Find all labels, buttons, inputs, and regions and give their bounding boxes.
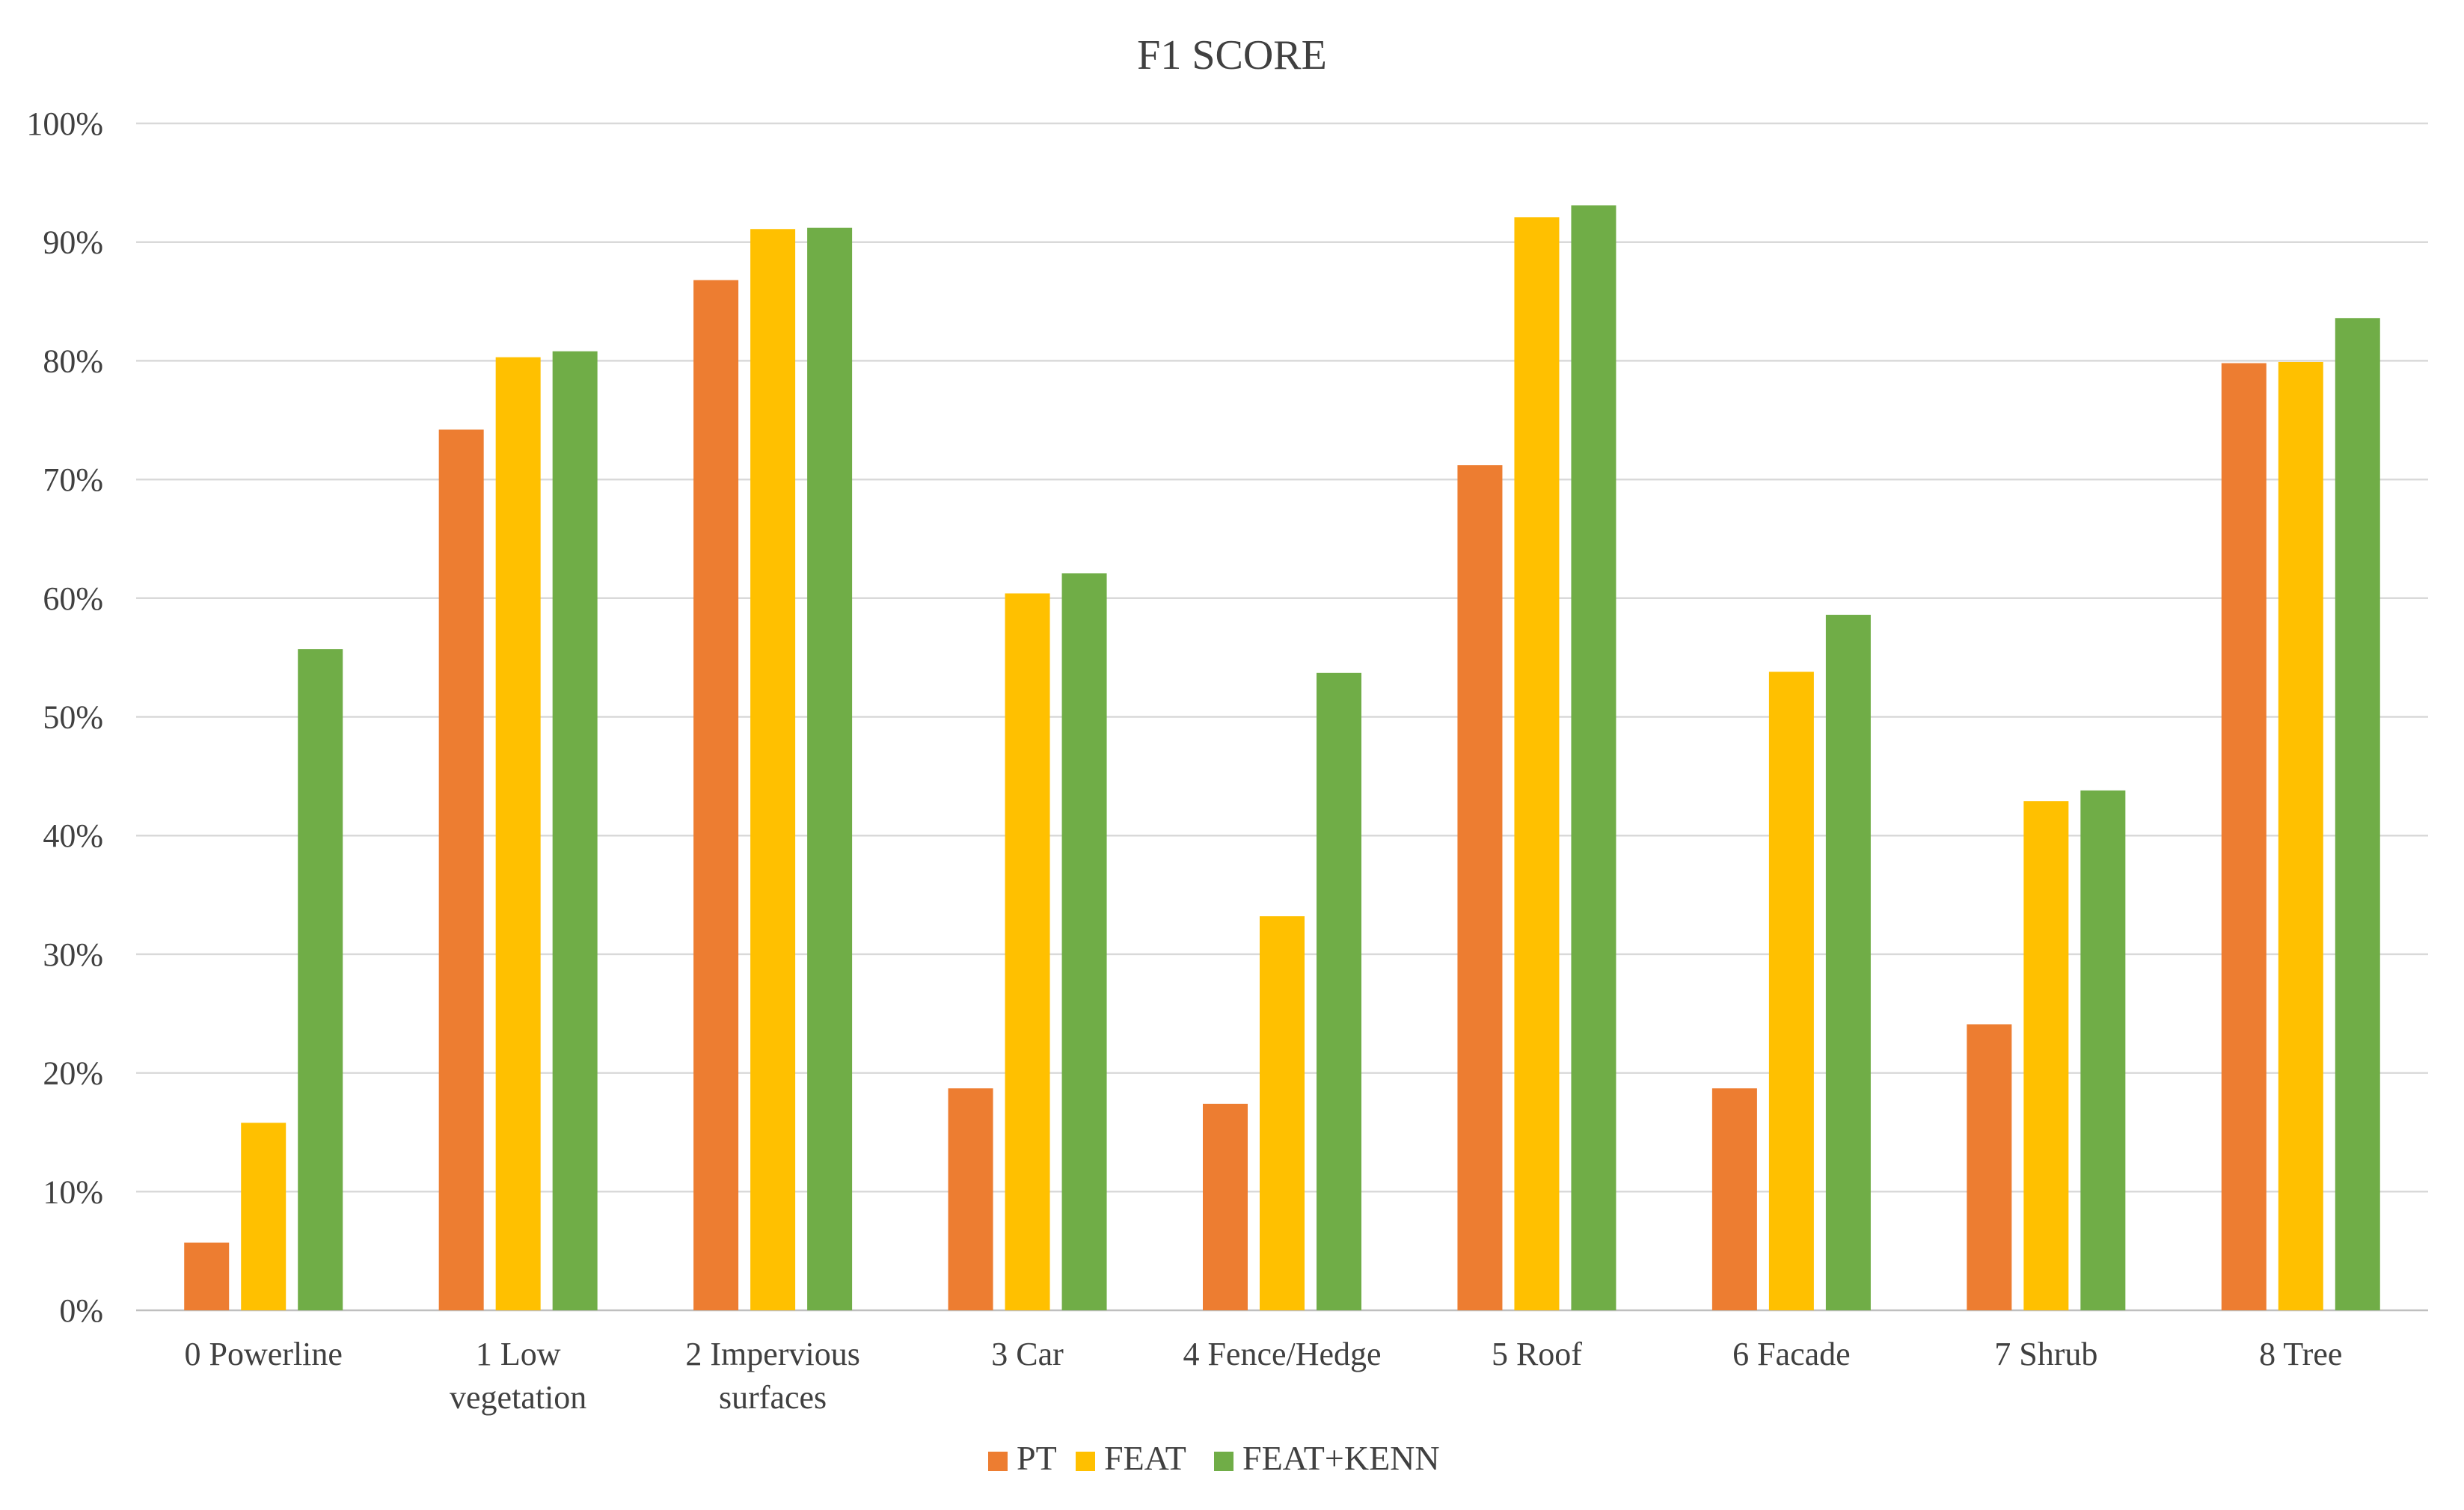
x-category-label: 3 Car [991, 1336, 1064, 1372]
x-category-label: 0 Powerline [185, 1336, 343, 1372]
bar-pt-6 [1711, 1088, 1757, 1310]
chart-title: F1 SCORE [1137, 32, 1327, 79]
y-tick-label: 100% [26, 105, 103, 142]
bar-feat-kenn-1 [552, 351, 598, 1311]
legend: PT FEAT FEAT+KENN [988, 1439, 1440, 1477]
y-axis-tick-labels: 0% 10% 20% 30% 40% 50% 60% 70% 80% 90% 100% [26, 105, 103, 1329]
x-category-label-line: 7 Shrub [1994, 1336, 2097, 1372]
x-category-label: 6 Facade [1732, 1336, 1851, 1372]
x-category-label-line: surfaces [719, 1379, 827, 1416]
bar-feat-8 [2278, 361, 2323, 1310]
x-category-label-line: 6 Facade [1732, 1336, 1851, 1372]
x-axis-category-labels: 0 Powerline 1 Low vegetation 2 Impervious su… [185, 1336, 2343, 1416]
bar-feat-1 [495, 357, 541, 1310]
x-category-label: 7 Shrub [1994, 1336, 2097, 1372]
x-category-label-line: 8 Tree [2259, 1336, 2342, 1372]
bar-pt-2 [693, 280, 739, 1310]
y-tick-label: 0% [59, 1292, 103, 1329]
x-category-label: 1 Low vegetation [450, 1336, 586, 1416]
x-category-label: 5 Roof [1492, 1336, 1582, 1372]
legend-label-pt: PT [1017, 1439, 1057, 1477]
bar-pt-0 [184, 1242, 230, 1310]
bar-pt-4 [1203, 1103, 1248, 1310]
legend-label-feat: FEAT [1104, 1439, 1186, 1477]
bar-feat-0 [241, 1123, 286, 1310]
bar-feat-kenn-2 [807, 227, 853, 1310]
x-category-label-line: 5 Roof [1492, 1336, 1582, 1372]
y-tick-label: 50% [43, 699, 103, 736]
x-category-label-line: 3 Car [991, 1336, 1064, 1372]
bar-pt-3 [948, 1088, 993, 1310]
y-tick-label: 10% [43, 1173, 103, 1210]
bar-pt-7 [1967, 1024, 2012, 1310]
x-category-label: 8 Tree [2259, 1336, 2342, 1372]
bar-feat-kenn-0 [298, 649, 343, 1310]
legend-swatch-feat [1076, 1452, 1095, 1471]
y-tick-label: 80% [43, 343, 103, 379]
bar-feat-3 [1005, 593, 1050, 1310]
y-tick-label: 90% [43, 224, 103, 261]
bar-feat-kenn-5 [1571, 205, 1616, 1311]
bars [184, 205, 2380, 1311]
bar-feat-6 [1768, 672, 1814, 1310]
legend-swatch-feat-kenn [1214, 1452, 1233, 1471]
bar-feat-5 [1514, 217, 1560, 1310]
x-category-label-line: vegetation [450, 1379, 586, 1416]
bar-pt-8 [2221, 363, 2267, 1311]
bar-feat-2 [750, 229, 796, 1310]
y-tick-label: 70% [43, 461, 103, 498]
bar-pt-5 [1457, 465, 1503, 1310]
bar-feat-kenn-8 [2335, 318, 2380, 1310]
bar-feat-kenn-3 [1061, 573, 1107, 1310]
legend-swatch-pt [988, 1452, 1008, 1471]
x-category-label: 4 Fence/Hedge [1183, 1336, 1381, 1372]
x-category-label-line: 2 Impervious [685, 1336, 859, 1372]
bar-feat-7 [2023, 801, 2069, 1310]
bar-feat-kenn-4 [1317, 672, 1361, 1310]
x-category-label-line: 1 Low [476, 1336, 561, 1372]
legend-label-feat-kenn: FEAT+KENN [1242, 1439, 1440, 1477]
x-category-label-line: 0 Powerline [185, 1336, 343, 1372]
y-tick-label: 60% [43, 580, 103, 617]
bar-feat-4 [1260, 916, 1305, 1310]
x-category-label: 2 Impervious surfaces [685, 1336, 859, 1416]
y-tick-label: 20% [43, 1055, 103, 1092]
y-tick-label: 40% [43, 817, 103, 854]
y-tick-label: 30% [43, 936, 103, 973]
bar-feat-kenn-6 [1825, 615, 1871, 1310]
x-category-label-line: 4 Fence/Hedge [1183, 1336, 1381, 1372]
bar-pt-1 [438, 429, 484, 1310]
bar-feat-kenn-7 [2080, 790, 2126, 1310]
